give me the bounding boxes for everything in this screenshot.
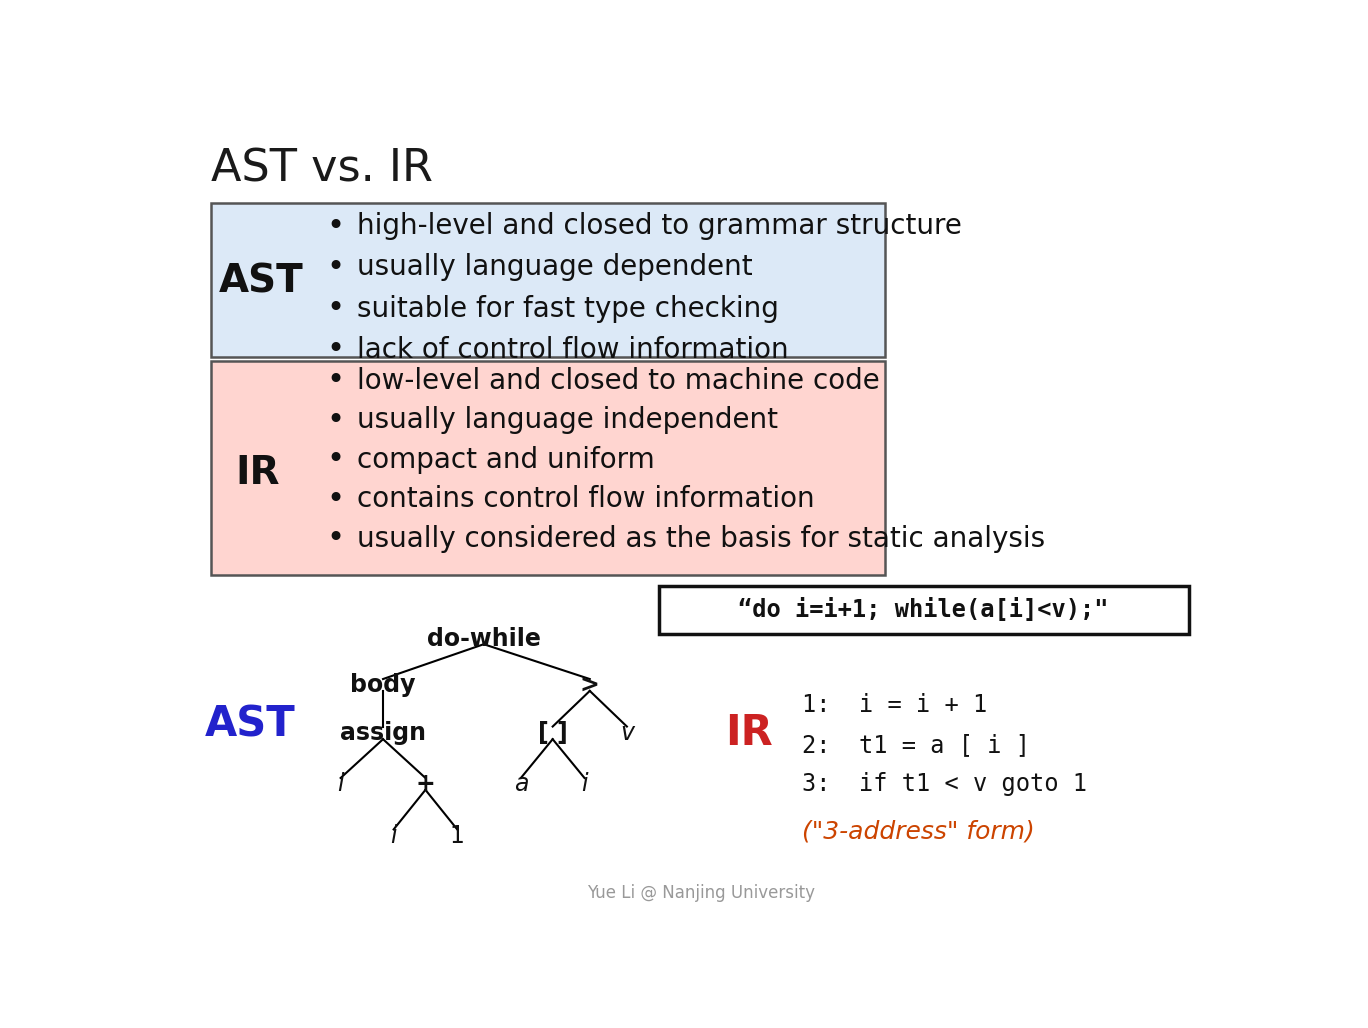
Text: “do i=i+1; while(a[i]<v);": “do i=i+1; while(a[i]<v);" [739, 598, 1109, 622]
Text: i: i [390, 823, 397, 848]
Text: •: • [327, 485, 345, 514]
FancyBboxPatch shape [211, 361, 885, 575]
Text: •: • [327, 524, 345, 553]
Text: •: • [327, 294, 345, 323]
Text: usually language independent: usually language independent [357, 406, 777, 434]
Text: 1:  i = i + 1: 1: i = i + 1 [802, 693, 988, 718]
Text: •: • [327, 445, 345, 474]
Text: contains control flow information: contains control flow information [357, 485, 814, 513]
Text: •: • [327, 253, 345, 282]
Text: i: i [581, 772, 588, 797]
Text: i: i [338, 772, 343, 797]
Text: usually considered as the basis for static analysis: usually considered as the basis for stat… [357, 525, 1045, 553]
Text: •: • [327, 366, 345, 395]
Text: a: a [513, 772, 528, 797]
Text: AST: AST [205, 704, 295, 746]
Text: +: + [416, 772, 435, 797]
Text: •: • [327, 406, 345, 435]
Text: suitable for fast type checking: suitable for fast type checking [357, 295, 778, 323]
Text: usually language dependent: usually language dependent [357, 254, 752, 282]
Text: >: > [580, 673, 599, 697]
Text: 3:  if t1 < v goto 1: 3: if t1 < v goto 1 [802, 772, 1086, 797]
Text: AST: AST [219, 263, 304, 300]
FancyBboxPatch shape [659, 586, 1189, 634]
Text: [ ]: [ ] [538, 721, 568, 745]
Text: •: • [327, 335, 345, 364]
Text: IR: IR [235, 454, 280, 492]
Text: 2:  t1 = a [ i ]: 2: t1 = a [ i ] [802, 733, 1030, 757]
Text: IR: IR [725, 711, 773, 754]
Text: lack of control flow information: lack of control flow information [357, 336, 788, 364]
FancyBboxPatch shape [211, 203, 885, 357]
Text: body: body [350, 673, 416, 697]
Text: low-level and closed to machine code: low-level and closed to machine code [357, 367, 880, 395]
Text: Yue Li @ Nanjing University: Yue Li @ Nanjing University [587, 884, 815, 902]
Text: ("3-address" form): ("3-address" form) [802, 819, 1034, 844]
Text: 1: 1 [450, 823, 465, 848]
Text: AST vs. IR: AST vs. IR [211, 147, 434, 190]
Text: •: • [327, 212, 345, 241]
Text: v: v [620, 721, 633, 745]
Text: high-level and closed to grammar structure: high-level and closed to grammar structu… [357, 212, 962, 241]
Text: compact and uniform: compact and uniform [357, 446, 654, 474]
Text: do-while: do-while [427, 627, 540, 652]
Text: assign: assign [341, 721, 425, 745]
